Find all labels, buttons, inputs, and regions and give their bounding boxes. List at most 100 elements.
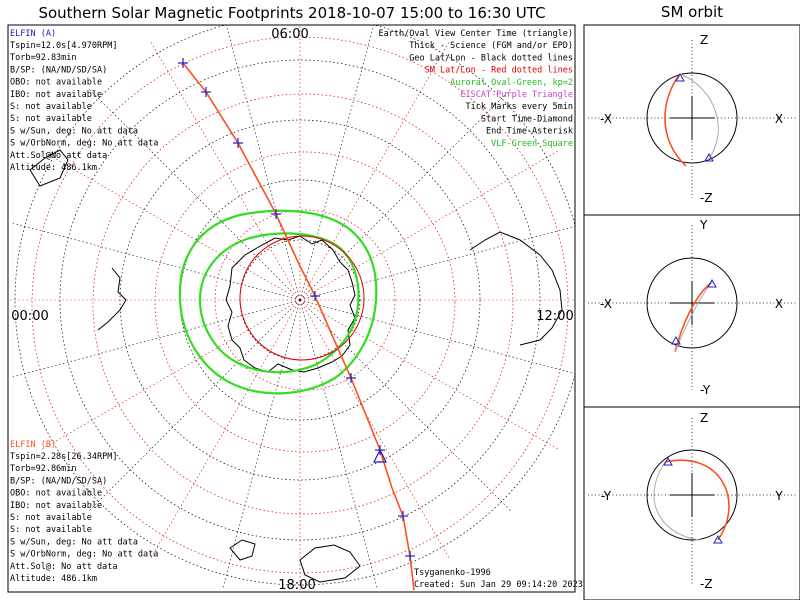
track-ticks bbox=[178, 58, 415, 561]
grid-radial-line bbox=[299, 149, 560, 301]
orbit-marker bbox=[704, 152, 714, 162]
view-center-triangle bbox=[373, 448, 387, 463]
orbit-title: SM orbit bbox=[661, 3, 723, 21]
info-line: S w/Sun, deg: No att data bbox=[10, 126, 138, 136]
grid-radial-line bbox=[222, 299, 301, 590]
orbit-axis-label: -Y bbox=[601, 489, 612, 503]
info-line: B/SP: (NA/ND/SD/SA) bbox=[10, 65, 107, 75]
created-label: Created: Sun Jan 29 09:14:20 2023 bbox=[414, 580, 583, 590]
elfin-a-name: ELFIN (A) bbox=[10, 29, 56, 39]
grid-radial-line bbox=[149, 299, 301, 560]
orbit-trace bbox=[664, 459, 730, 541]
legend-entry: Start Time-Diamond bbox=[481, 114, 573, 124]
legend-entry: Tick Marks every 5min bbox=[466, 102, 573, 112]
legend: Earth/Oval View Center Time (triangle) Th… bbox=[379, 29, 573, 149]
grid-radial-line bbox=[299, 40, 451, 301]
orbit-axis-label: Y bbox=[699, 218, 708, 232]
info-line: S: not available bbox=[10, 102, 92, 112]
antarctica-coastline bbox=[225, 235, 356, 373]
orbit-panels: Z -Z -X X Y -Y -X X Z -Z -Y Y bbox=[583, 24, 800, 600]
info-line: Altitude: 486.1km bbox=[10, 163, 97, 173]
legend-entry: Auroral Oval-Green, kp=2 bbox=[450, 78, 573, 88]
info-line: OBO: not available bbox=[10, 489, 102, 499]
orbit-axis-label: -X bbox=[600, 297, 612, 311]
orbit-panel-yz bbox=[583, 406, 800, 600]
coastline-newzealand bbox=[229, 539, 256, 561]
coastline-africa bbox=[469, 231, 563, 346]
orbit-trace bbox=[664, 73, 687, 167]
auroral-oval bbox=[178, 209, 378, 395]
elfin-track bbox=[182, 62, 415, 591]
polar-plot-frame bbox=[7, 24, 576, 593]
info-line: Tspin=12.0s[4.970RPM] bbox=[10, 41, 117, 51]
coastline-south-america bbox=[97, 267, 127, 331]
grid-radial-line bbox=[149, 40, 301, 301]
orbit-marker bbox=[707, 278, 717, 288]
clock-label-top: 06:00 bbox=[271, 27, 308, 42]
sm-inner-circle bbox=[239, 235, 365, 361]
orbit-trace-back bbox=[679, 73, 719, 161]
grid-radial-line bbox=[10, 222, 301, 301]
info-line: S w/Sun, deg: No att data bbox=[10, 537, 138, 547]
orbit-axis-label: -Y bbox=[700, 383, 711, 397]
elfin-a-info: ELFIN (A) Tspin=12.0s[4.970RPM] Torb=92.8… bbox=[10, 29, 158, 173]
orbit-axis-label: Z bbox=[700, 33, 708, 47]
orbit-trace-back bbox=[674, 281, 713, 353]
earth-circle bbox=[646, 72, 738, 164]
grid-radial-line bbox=[299, 299, 378, 590]
orbit-trace-back bbox=[653, 461, 701, 541]
info-line: Altitude: 486.1km bbox=[10, 574, 97, 584]
grid-radial-line bbox=[299, 299, 451, 560]
legend-entry: End Time-Asterisk bbox=[486, 127, 573, 137]
polar-plot bbox=[8, 25, 575, 592]
grid-radial-line bbox=[226, 25, 301, 301]
legend-entry: VLF-Green Square bbox=[491, 139, 573, 149]
info-line: Torb=92.86min bbox=[10, 464, 77, 474]
info-line: OBO: not available bbox=[10, 78, 102, 88]
grid-radial-line bbox=[40, 299, 301, 451]
earth-circle bbox=[646, 257, 738, 349]
info-line: S w/OrbNorm, deg: No att data bbox=[10, 139, 158, 149]
model-label: Tsyganenko-1996 bbox=[414, 568, 491, 578]
legend-entry: Thick - Science (FGM and/or EPD) bbox=[409, 41, 573, 51]
grid-radial-line bbox=[299, 226, 575, 301]
earth-circle bbox=[646, 449, 738, 541]
info-line: S: not available bbox=[10, 513, 92, 523]
grid-radial-line bbox=[87, 87, 301, 301]
info-line: Att.Sol@No att data bbox=[10, 151, 107, 161]
clock-label-right: 12:00 bbox=[536, 309, 573, 324]
info-line: B/SP: (NA/ND/SD/SA) bbox=[10, 476, 107, 486]
legend-entry: EISCAT-Purple Triangle bbox=[460, 90, 573, 100]
info-line: S: not available bbox=[10, 525, 92, 535]
orbit-axis-label: Z bbox=[700, 411, 708, 425]
grid-radial-line bbox=[299, 25, 374, 301]
orbit-marker bbox=[663, 456, 673, 466]
plot-title: Southern Solar Magnetic Footprints 2018-… bbox=[38, 4, 545, 22]
orbit-marker bbox=[671, 335, 681, 345]
orbit-axis-label: X bbox=[775, 297, 783, 311]
info-line: S w/OrbNorm, deg: No att data bbox=[10, 550, 158, 560]
clock-label-bottom: 18:00 bbox=[278, 578, 315, 593]
orbit-trace bbox=[674, 281, 713, 353]
orbit-axis-label: X bbox=[775, 112, 783, 126]
legend-entry: Geo Lat/Lon - Black dotted lines bbox=[409, 53, 573, 63]
orbit-axis-label: Y bbox=[774, 489, 783, 503]
info-line: Att.Sol@: No att data bbox=[10, 562, 117, 572]
info-line: Tspin=2.28s[26.34RPM] bbox=[10, 452, 117, 462]
info-line: S: not available bbox=[10, 114, 92, 124]
legend-entry: Earth/Oval View Center Time (triangle) bbox=[379, 29, 573, 39]
coastline-west bbox=[29, 149, 69, 187]
coastline-australia bbox=[299, 544, 361, 583]
elfin-b-name: ELFIN (B) bbox=[10, 440, 56, 450]
orbit-axis-label: -Z bbox=[700, 577, 713, 591]
legend-entry: SM Lat/Lon - Red dotted lines bbox=[425, 66, 573, 76]
orbit-axis-label: -Z bbox=[700, 191, 713, 205]
info-line: IBO: not available bbox=[10, 501, 102, 511]
orbit-marker bbox=[675, 72, 685, 82]
elfin-b-info: ELFIN (B) Tspin=2.28s[26.34RPM] Torb=92.8… bbox=[10, 440, 158, 584]
info-line: Torb=92.83min bbox=[10, 53, 77, 63]
grid-radial-line bbox=[299, 299, 513, 513]
orbit-axis-label: -X bbox=[600, 112, 612, 126]
clock-label-left: 00:00 bbox=[11, 309, 48, 324]
